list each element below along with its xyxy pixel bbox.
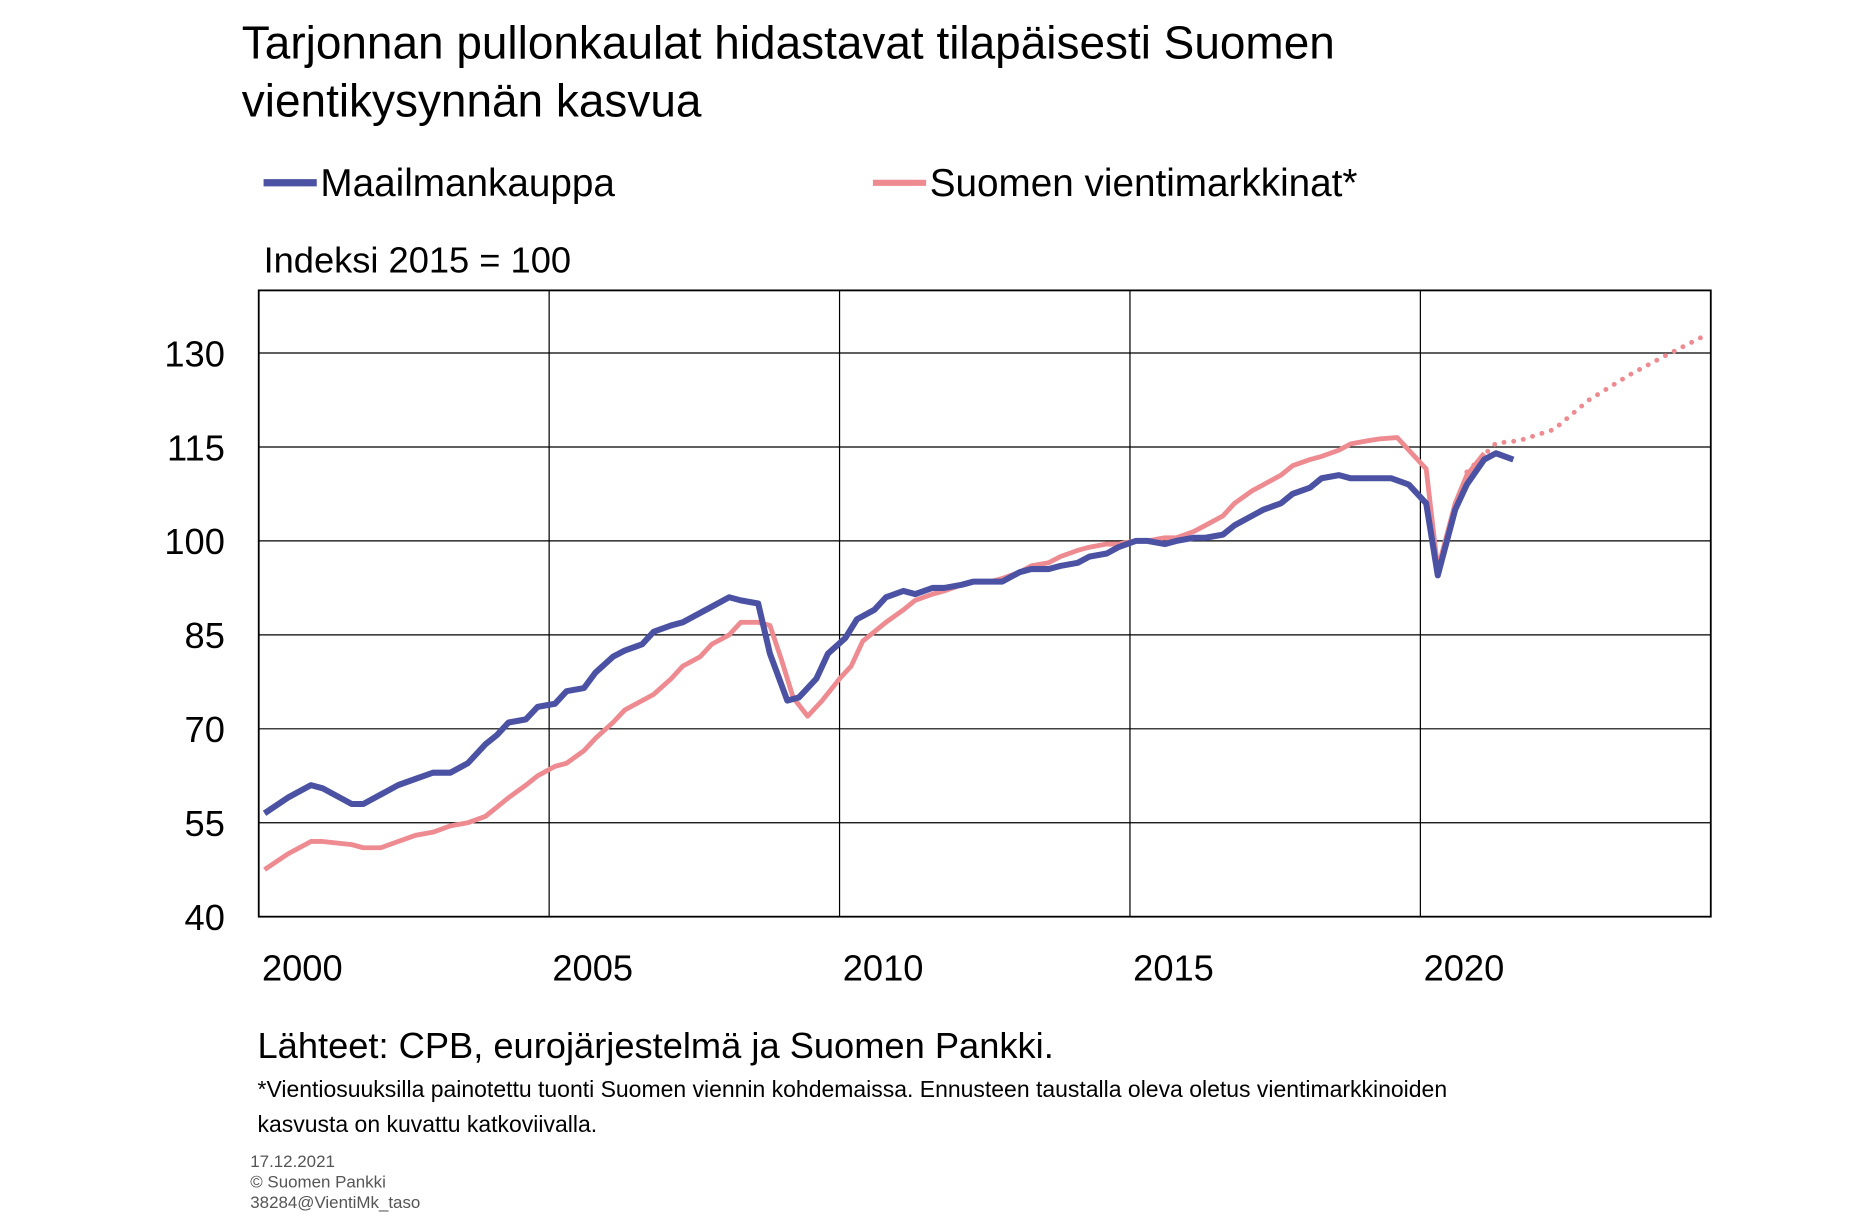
chart-code: 38284@VientiMk_taso [250,1193,420,1212]
y-tick-label: 70 [185,709,225,750]
chart-title: Tarjonnan pullonkaulat hidastavat tilapä… [242,16,1335,68]
legend-label: Maailmankauppa [320,162,615,205]
footnote: *Vientiosuuksilla painotettu tuonti Suom… [258,1076,1448,1102]
series-line [262,450,1515,816]
source: Lähteet: CPB, eurojärjestelmä ja Suomen … [258,1025,1054,1066]
x-tick-label: 2000 [262,948,343,989]
footnote: kasvusta on kuvattu katkoviivalla. [258,1111,598,1137]
y-tick-label: 85 [185,615,225,656]
y-tick-label: 40 [185,897,225,938]
y-tick-label: 55 [185,803,225,844]
y-tick-label: 130 [164,333,225,374]
y-axis-label: Indeksi 2015 = 100 [264,239,572,280]
copyright: © Suomen Pankki [250,1172,386,1191]
date: 17.12.2021 [250,1152,335,1171]
series-line [263,435,1487,872]
x-tick-label: 2010 [843,948,924,989]
chart-title: vientikysynnän kasvua [242,74,702,126]
x-tick-label: 2015 [1133,948,1214,989]
y-tick-label: 100 [164,521,225,562]
x-tick-label: 2005 [552,948,633,989]
legend-label: Suomen vientimarkkinat* [930,162,1358,205]
plot-frame [257,289,1712,918]
y-tick-label: 115 [167,427,225,468]
series-line [1464,333,1708,475]
x-tick-label: 2020 [1424,948,1505,989]
